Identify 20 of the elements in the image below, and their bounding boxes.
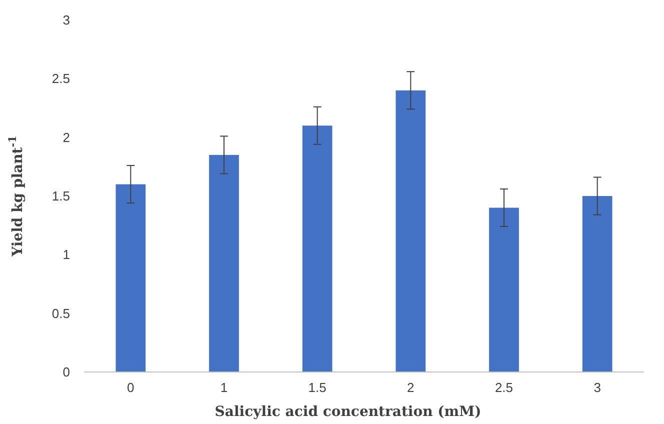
bar	[302, 126, 332, 372]
bar	[582, 196, 612, 372]
y-tick-label: 2.5	[52, 71, 70, 86]
x-tick-label: 2.5	[494, 380, 514, 395]
x-tick-label: 0	[127, 380, 134, 395]
bar	[209, 154, 239, 372]
bar	[396, 90, 426, 372]
y-tick-label: 2	[62, 130, 70, 145]
bar	[116, 184, 146, 372]
x-tick-label: 1.5	[308, 380, 326, 395]
bar	[489, 208, 519, 372]
y-tick-label: 1	[62, 247, 70, 262]
y-tick-label: 3	[62, 12, 70, 28]
y-tick-label: 0.5	[52, 306, 70, 321]
x-tick-label: 1	[220, 380, 228, 395]
y-tick-label: 0	[62, 364, 70, 380]
x-tick-label: 2	[407, 380, 414, 395]
x-axis-title: Salicylic acid concentration (mM)	[214, 404, 482, 420]
x-tick-label: 3	[594, 380, 601, 395]
y-tick-label: 1.5	[52, 188, 70, 204]
